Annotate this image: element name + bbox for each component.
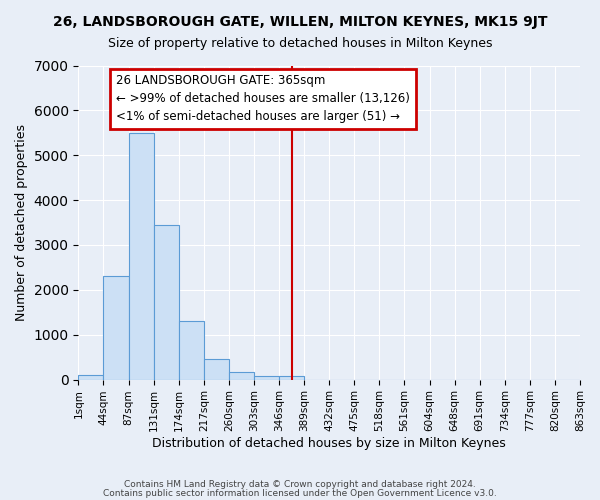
Text: 26 LANDSBOROUGH GATE: 365sqm
← >99% of detached houses are smaller (13,126)
<1% : 26 LANDSBOROUGH GATE: 365sqm ← >99% of d…	[116, 74, 410, 124]
Bar	[103, 276, 128, 380]
Bar	[79, 375, 103, 380]
Bar	[254, 376, 279, 380]
Text: Contains public sector information licensed under the Open Government Licence v3: Contains public sector information licen…	[103, 488, 497, 498]
Bar	[229, 372, 254, 380]
Text: Contains HM Land Registry data © Crown copyright and database right 2024.: Contains HM Land Registry data © Crown c…	[124, 480, 476, 489]
Bar	[204, 359, 229, 380]
Bar	[279, 376, 304, 380]
Y-axis label: Number of detached properties: Number of detached properties	[15, 124, 28, 321]
X-axis label: Distribution of detached houses by size in Milton Keynes: Distribution of detached houses by size …	[152, 437, 506, 450]
Text: Size of property relative to detached houses in Milton Keynes: Size of property relative to detached ho…	[108, 38, 492, 51]
Bar	[128, 133, 154, 380]
Bar	[179, 322, 204, 380]
Text: 26, LANDSBOROUGH GATE, WILLEN, MILTON KEYNES, MK15 9JT: 26, LANDSBOROUGH GATE, WILLEN, MILTON KE…	[53, 15, 547, 29]
Bar	[154, 225, 179, 380]
